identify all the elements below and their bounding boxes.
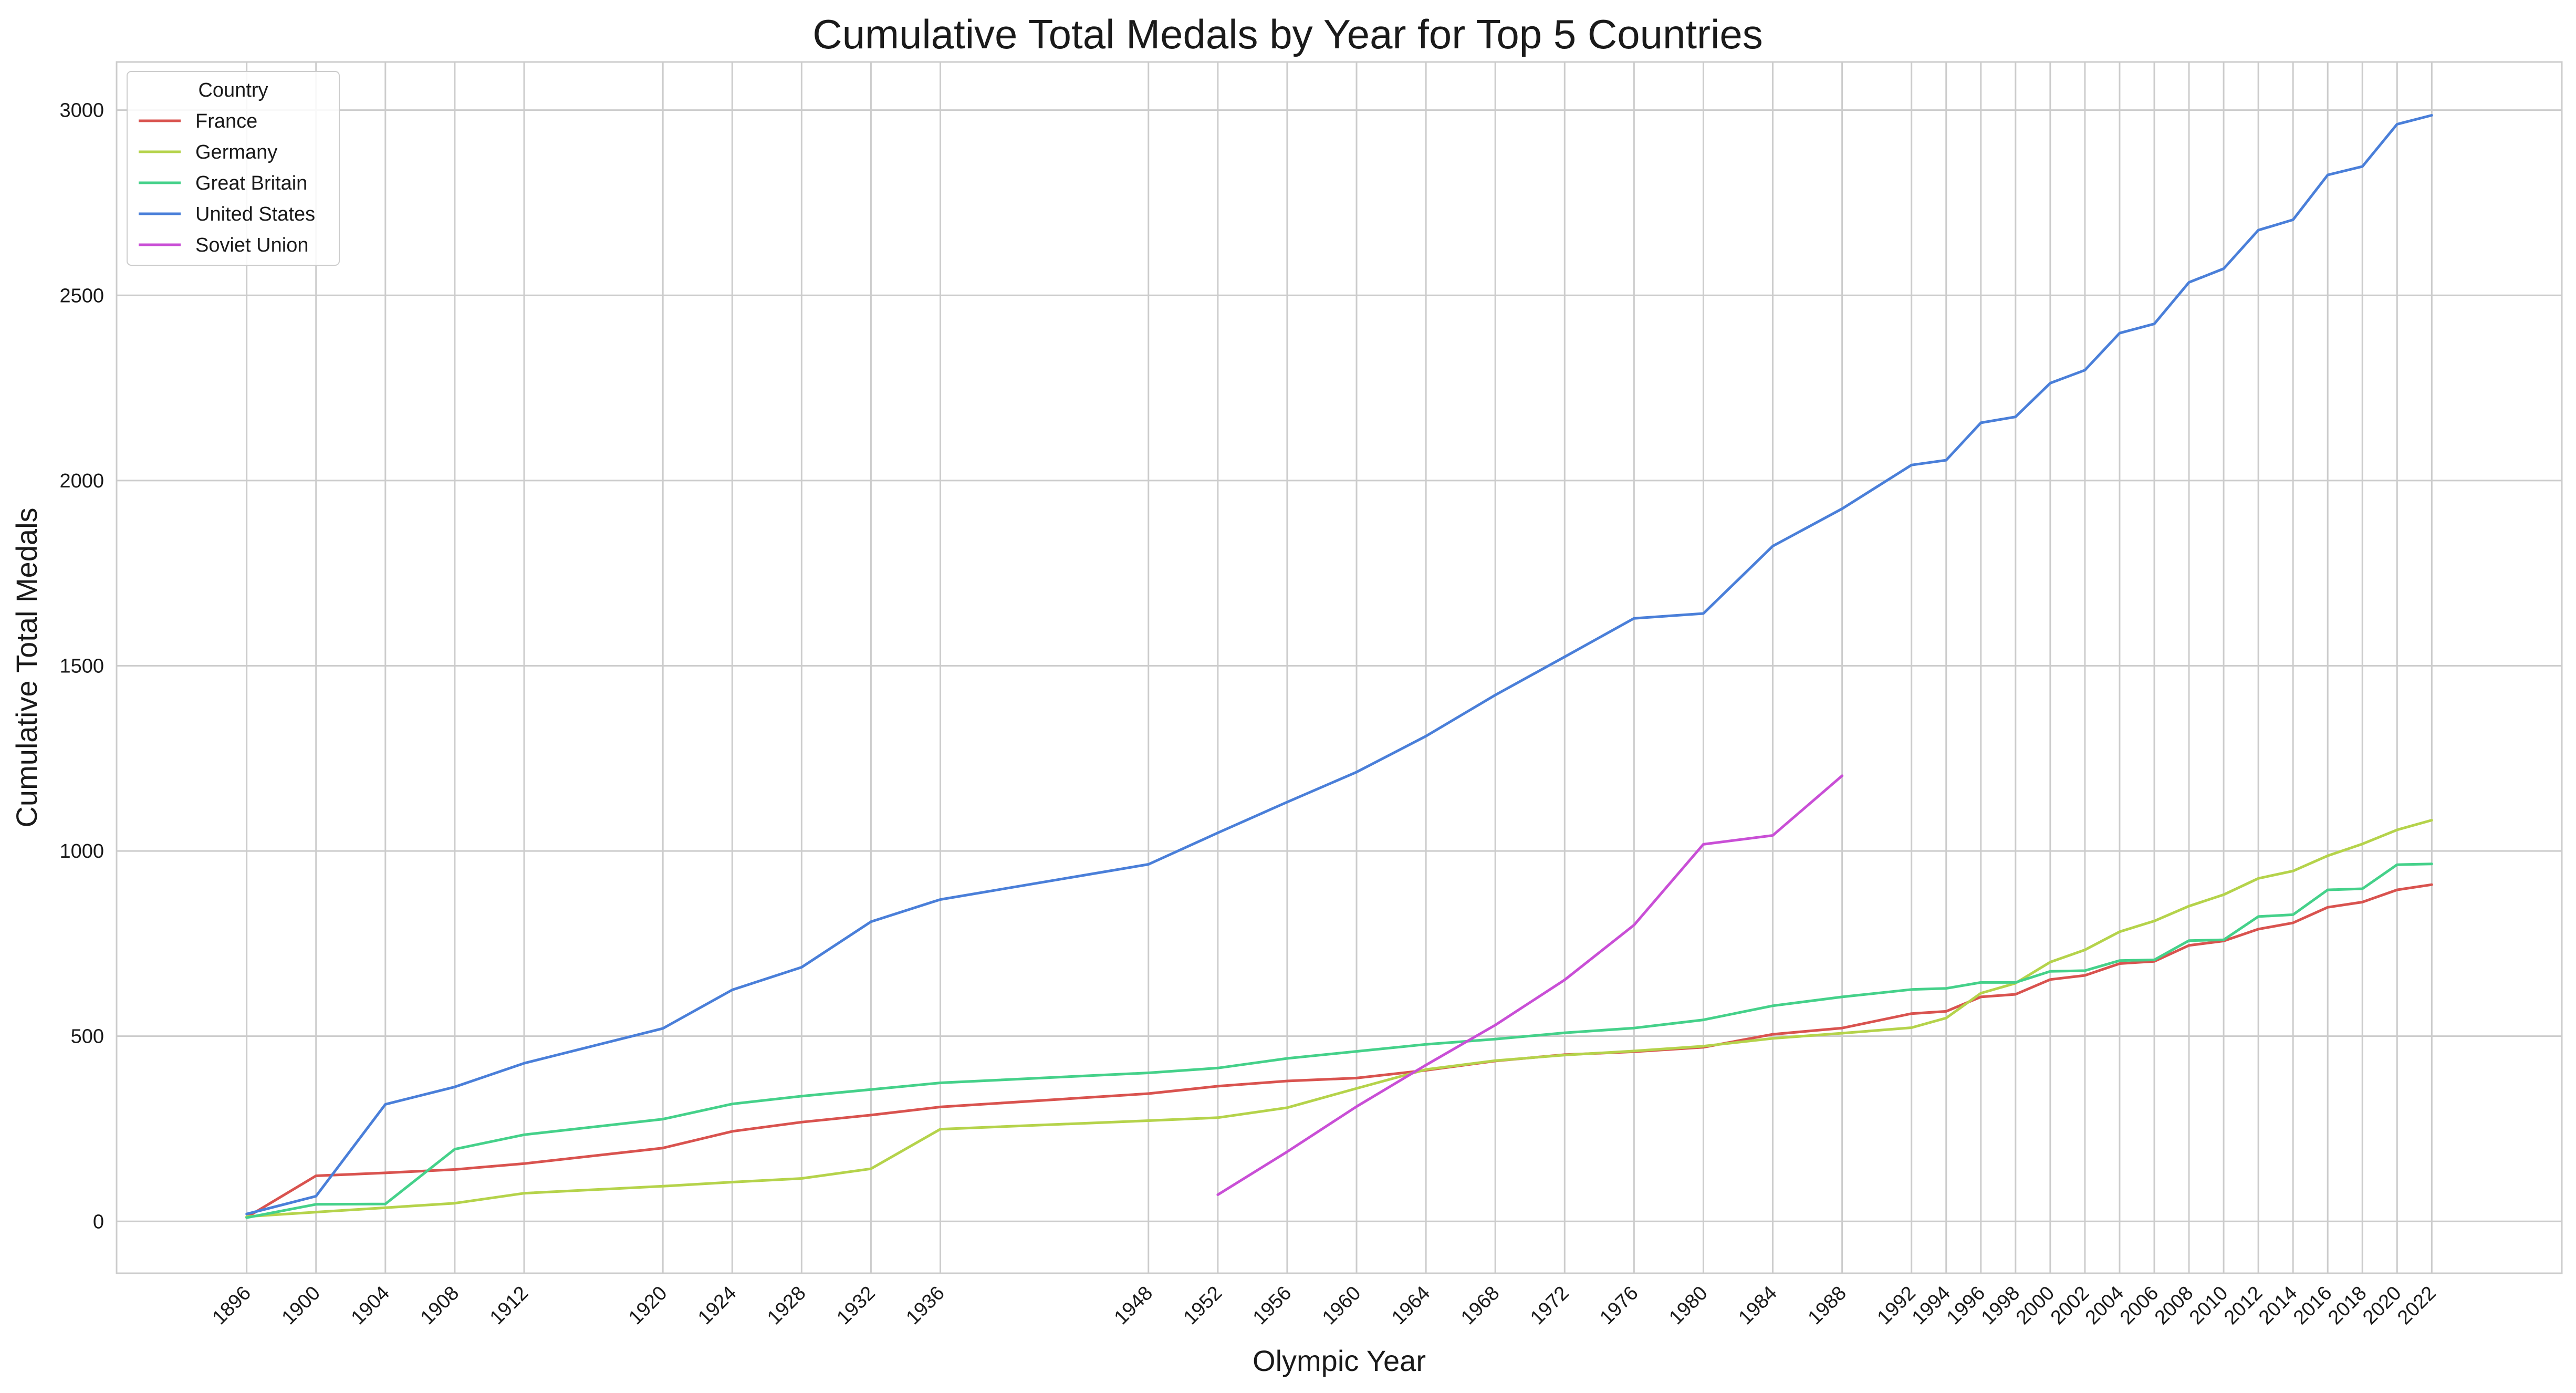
plot-area: [116, 61, 2563, 1274]
legend-label: France: [195, 110, 257, 132]
legend-entry: France: [139, 110, 257, 132]
series-line-great-britain: [245, 862, 2433, 1219]
y-tick-label: 1000: [59, 840, 104, 862]
y-tick-label: 1500: [59, 655, 104, 677]
legend: Country France Germany Great Britain United…: [127, 71, 340, 266]
grid-lines: [117, 62, 2562, 1273]
legend-label: Great Britain: [195, 172, 307, 194]
y-axis-ticks: 0 500 1000 1500 2000 2500 3000: [59, 100, 104, 1233]
y-tick-label: 0: [93, 1211, 104, 1233]
series-lines: [245, 114, 2433, 1219]
series-line-soviet-union: [1216, 774, 1844, 1196]
y-tick-label: 500: [71, 1026, 104, 1048]
series-line-germany: [245, 819, 2433, 1218]
legend-entry: United States: [139, 203, 315, 225]
legend-entry: Germany: [139, 141, 277, 163]
y-tick-label: 2000: [59, 470, 104, 492]
legend-label: Germany: [195, 141, 277, 163]
legend-entry: Soviet Union: [139, 234, 308, 256]
y-tick-label: 2500: [59, 285, 104, 307]
legend-title: Country: [198, 79, 268, 101]
x-axis-label: Olympic Year: [1253, 1344, 1426, 1377]
legend-entry: Great Britain: [139, 172, 307, 194]
series-line-united-states: [245, 114, 2433, 1215]
legend-entries: France Germany Great Britain United States S…: [139, 110, 315, 256]
chart-title: Cumulative Total Medals by Year for Top …: [812, 11, 1762, 57]
y-tick-label: 3000: [59, 100, 104, 122]
y-axis-label: Cumulative Total Medals: [10, 507, 43, 827]
legend-label: United States: [195, 203, 315, 225]
legend-label: Soviet Union: [195, 234, 308, 256]
